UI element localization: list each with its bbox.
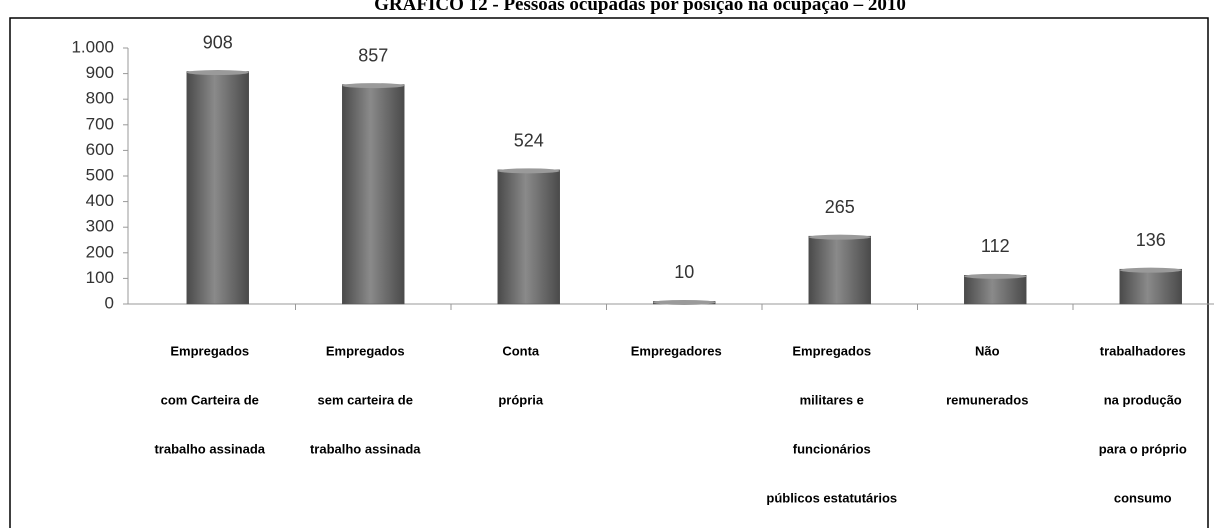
x-tick-label: remunerados (946, 392, 1028, 407)
x-tick-label: consumo (1114, 490, 1172, 505)
bar-cap (964, 273, 1027, 279)
x-tick-label: na produção (1104, 392, 1182, 407)
y-tick-label: 500 (86, 165, 114, 184)
bar (342, 84, 405, 305)
y-tick-label: 200 (86, 242, 114, 261)
x-tick-label: Conta (502, 343, 540, 358)
x-tick-label: funcionários (793, 441, 871, 456)
y-tick-label: 800 (86, 89, 114, 108)
chart-title: GRÁFICO 12 - Pessoas ocupadas por posiçã… (374, 0, 906, 15)
bar-cap (1119, 267, 1182, 273)
x-tick-label: Empregadores (631, 343, 722, 358)
x-tick-label: militares e (800, 392, 864, 407)
x-tick-label: com Carteira de (161, 392, 259, 407)
bar-cap (808, 234, 871, 240)
value-label: 265 (825, 197, 855, 217)
value-label: 908 (203, 32, 233, 52)
bar (497, 169, 560, 305)
y-tick-label: 700 (86, 114, 114, 133)
bar-cap (342, 83, 405, 89)
x-tick-label: para o próprio (1099, 441, 1187, 456)
bar (964, 275, 1027, 305)
value-label: 10 (674, 262, 694, 282)
bar (186, 71, 249, 305)
x-tick-label: própria (498, 392, 544, 407)
x-tick-label: trabalho assinada (154, 441, 265, 456)
value-label: 112 (981, 236, 1010, 256)
y-tick-label: 100 (86, 268, 114, 287)
y-tick-label: 400 (86, 191, 114, 210)
bar (1119, 268, 1182, 305)
value-label: 136 (1136, 230, 1166, 250)
y-tick-label: 600 (86, 140, 114, 159)
bar-cap (186, 70, 249, 76)
x-tick-label: Empregados (792, 343, 871, 358)
x-tick-label: trabalhadores (1100, 343, 1186, 358)
x-tick-label: Empregados (326, 343, 405, 358)
x-tick-label: sem carteira de (318, 392, 413, 407)
x-tick-label: públicos estatutários (766, 490, 897, 505)
y-tick-label: 300 (86, 217, 114, 236)
bar (808, 235, 871, 305)
x-tick-label: trabalho assinada (310, 441, 421, 456)
x-tick-label: Empregados (170, 343, 249, 358)
x-tick-label: Não (975, 343, 1000, 358)
value-label: 857 (358, 45, 388, 65)
y-tick-label: 1.000 (71, 37, 114, 56)
chart-frame (9, 17, 1209, 528)
bar-cap (497, 168, 560, 174)
y-tick-label: 900 (86, 63, 114, 82)
y-tick-label: 0 (105, 293, 114, 312)
bar-cap (653, 299, 716, 305)
value-label: 524 (514, 131, 544, 151)
